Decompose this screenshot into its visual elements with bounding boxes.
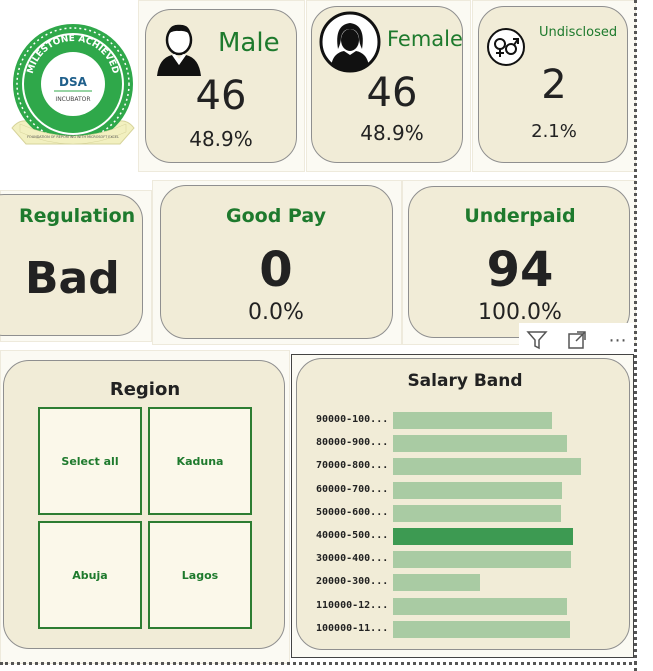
female-count: 46 [366,70,418,116]
good-pay-count: 0 [259,242,293,298]
badge-sub: INCUBATOR [55,96,90,103]
region-option-lagos[interactable]: Lagos [148,521,252,629]
salary-bar[interactable] [393,551,571,569]
male-pct: 48.9% [189,127,253,151]
salary-bar[interactable] [393,504,561,522]
more-options-icon[interactable]: ⋯ [608,329,628,351]
region-title: Region [109,379,181,400]
filter-icon[interactable] [524,327,550,353]
canvas-edge-bottom [0,662,637,665]
undisclosed-label: Undisclosed [539,25,618,40]
region-option-abuja[interactable]: Abuja [38,521,142,629]
bar-label: 60000-700... [316,483,389,495]
female-avatar-icon [319,11,381,73]
undisclosed-pct: 2.1% [531,121,577,142]
male-count: 46 [195,73,247,119]
male-card[interactable]: Male 46 48.9% [145,9,297,163]
female-card[interactable]: Female 46 48.9% [311,6,463,163]
region-option-kaduna[interactable]: Kaduna [148,407,252,515]
bar-label: 110000-12... [316,599,389,611]
bar-label: 100000-11... [316,622,389,634]
female-pct: 48.9% [360,121,424,145]
bar-label: 70000-800... [316,460,389,472]
salary-bar[interactable] [393,528,573,545]
salary-bar[interactable] [393,597,567,615]
undisclosed-count: 2 [541,62,567,108]
regulation-value: Bad [25,253,120,304]
male-avatar-icon [157,24,201,76]
underpaid-label: Underpaid [464,205,576,227]
good-pay-pct: 0.0% [248,300,304,325]
bar-label: 30000-400... [316,553,389,565]
region-option-select-all[interactable]: Select all [38,407,142,515]
bar-label: 50000-600... [316,506,389,518]
good-pay-label: Good Pay [226,205,326,227]
canvas-edge-right [634,0,637,671]
salary-bar[interactable] [393,481,562,499]
gender-symbol-icon [487,28,525,66]
focus-mode-icon[interactable] [564,327,590,353]
salary-bar[interactable] [393,435,567,453]
female-label: Female [387,27,463,51]
regulation-card[interactable]: Regulation Bad [0,194,143,336]
milestone-badge: MILESTONE ACHIEVED DSA INCUBATOR FOUNDAT… [11,24,135,145]
underpaid-card[interactable]: Underpaid 94 100.0% [408,186,630,338]
undisclosed-card[interactable]: Undisclosed 2 2.1% [478,6,628,163]
badge-ribbon-text: FOUNDATION OF REPORTING WITH MICROSOFT E… [27,135,119,139]
badge-logo: DSA [59,75,88,89]
salary-bar[interactable] [393,458,581,476]
male-label: Male [218,28,280,58]
salary-bar[interactable] [393,574,480,592]
bar-label: 20000-300... [316,576,389,588]
salary-bar[interactable] [393,620,570,638]
bar-label: 80000-900... [316,437,389,449]
bar-label: 40000-500... [316,530,389,541]
regulation-label: Regulation [19,205,136,227]
bar-label: 90000-100... [316,414,389,425]
salary-band-title: Salary Band [407,371,523,391]
salary-bar[interactable] [393,412,552,429]
underpaid-count: 94 [486,242,554,298]
good-pay-card[interactable]: Good Pay 0 0.0% [160,185,393,339]
underpaid-pct: 100.0% [478,300,562,325]
